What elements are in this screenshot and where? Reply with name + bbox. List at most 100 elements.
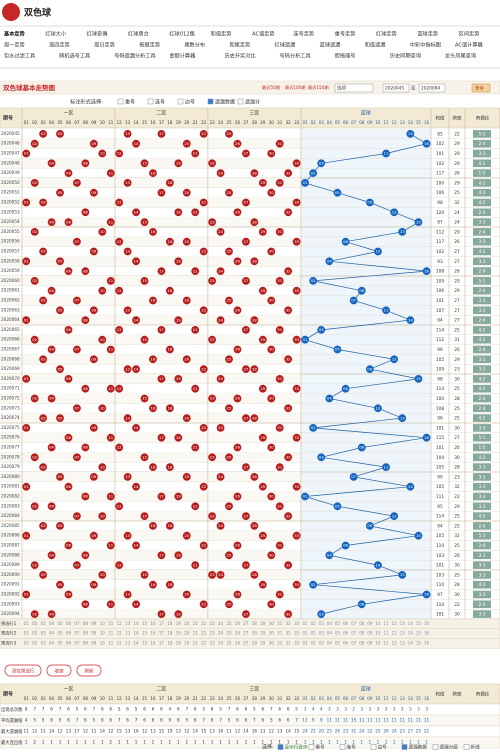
preselect-num[interactable]: 02 [32, 621, 38, 626]
nav-link[interactable]: 红球奇偶 [87, 30, 108, 38]
preselect-num[interactable]: 15 [142, 631, 148, 636]
preselect-num[interactable]: 20 [184, 621, 190, 626]
preselect-num[interactable]: 19 [176, 641, 182, 646]
preselect-num[interactable]: 21 [193, 631, 199, 636]
preselect-num[interactable]: 03 [319, 641, 325, 646]
preselect-num[interactable]: 08 [359, 641, 365, 646]
preselect-num[interactable]: 31 [277, 631, 283, 636]
range-link[interactable]: 最近100期 [285, 84, 306, 91]
preselect-num[interactable]: 22 [201, 621, 207, 626]
preselect-num[interactable]: 11 [108, 641, 114, 646]
nav-link[interactable]: 周日走势 [94, 41, 115, 49]
preselect-num[interactable]: 09 [367, 631, 373, 636]
nav-link[interactable]: 和值走势 [211, 30, 232, 38]
preselect-num[interactable]: 05 [57, 621, 63, 626]
preselect-num[interactable]: 18 [167, 631, 173, 636]
preselect-num[interactable]: 23 [210, 641, 216, 646]
preselect-num[interactable]: 16 [424, 641, 430, 646]
preselect-num[interactable]: 30 [269, 631, 275, 636]
preselect-num[interactable]: 08 [83, 631, 89, 636]
preselect-num[interactable]: 03 [319, 621, 325, 626]
footer-option[interactable]: 遗漏数据 [409, 744, 428, 751]
preselect-num[interactable]: 27 [243, 641, 249, 646]
from-value[interactable]: 2020045 [385, 86, 404, 92]
preselect-num[interactable]: 16 [150, 631, 156, 636]
nav-link[interactable]: 胆拖缩号 [335, 52, 356, 60]
preselect-num[interactable]: 04 [49, 641, 55, 646]
preselect-num[interactable]: 32 [286, 641, 292, 646]
preselect-num[interactable]: 27 [243, 631, 249, 636]
preselect-num[interactable]: 18 [167, 641, 173, 646]
preselect-num[interactable]: 13 [400, 621, 406, 626]
preselect-num[interactable]: 11 [384, 621, 390, 626]
preselect-num[interactable]: 16 [150, 641, 156, 646]
preselect-num[interactable]: 05 [57, 641, 63, 646]
preselect-num[interactable]: 13 [125, 641, 131, 646]
preselect-num[interactable]: 14 [134, 631, 140, 636]
preselect-num[interactable]: 04 [327, 621, 333, 626]
query-label[interactable]: 查询 [475, 85, 484, 92]
nav-link[interactable]: AC值计算器 [455, 41, 484, 49]
button[interactable] [4, 664, 42, 677]
preselect-num[interactable]: 13 [400, 641, 406, 646]
footer-option[interactable]: 显示行提示 [285, 744, 308, 751]
nav-link[interactable]: 号码遗漏分析工具 [114, 52, 156, 60]
nav-link[interactable]: 基本走势 [3, 30, 26, 38]
preselect-num[interactable]: 14 [408, 621, 414, 626]
preselect-num[interactable]: 10 [100, 631, 106, 636]
preselect-num[interactable]: 29 [260, 641, 266, 646]
range-link[interactable]: 最近50期 [262, 84, 280, 91]
preselect-num[interactable]: 17 [159, 621, 165, 626]
preselect-num[interactable]: 01 [303, 621, 309, 626]
preselect-num[interactable]: 05 [335, 641, 341, 646]
preselect-num[interactable]: 12 [392, 631, 398, 636]
preselect-num[interactable]: 01 [24, 641, 30, 646]
preselect-num[interactable]: 07 [74, 641, 80, 646]
footer-option[interactable]: 重号 [316, 744, 326, 751]
to-value[interactable]: 2020094 [421, 86, 440, 92]
preselect-num[interactable]: 03 [319, 631, 325, 636]
nav-link[interactable]: 龙头凤尾查询 [445, 52, 476, 60]
preselect-num[interactable]: 07 [74, 631, 80, 636]
preselect-num[interactable]: 02 [311, 631, 317, 636]
button-label[interactable]: 清空预选行 [12, 667, 35, 674]
preselect-num[interactable]: 29 [260, 621, 266, 626]
preselect-num[interactable]: 05 [335, 631, 341, 636]
preselect-num[interactable]: 07 [351, 631, 357, 636]
preselect-num[interactable]: 03 [41, 621, 47, 626]
preselect-num[interactable]: 26 [235, 641, 241, 646]
preselect-num[interactable]: 02 [32, 631, 38, 636]
preselect-num[interactable]: 06 [343, 641, 349, 646]
preselect-num[interactable]: 11 [384, 631, 390, 636]
nav-link[interactable]: 连号走势 [293, 30, 314, 38]
preselect-num[interactable]: 02 [311, 621, 317, 626]
preselect-num[interactable]: 19 [176, 621, 182, 626]
preselect-num[interactable]: 08 [359, 631, 365, 636]
preselect-num[interactable]: 06 [66, 621, 72, 626]
preselect-num[interactable]: 08 [83, 621, 89, 626]
preselect-num[interactable]: 33 [294, 631, 300, 636]
nav-link[interactable]: 中彩中指标图 [410, 41, 441, 49]
preselect-num[interactable]: 16 [424, 631, 430, 636]
preselect-num[interactable]: 04 [327, 641, 333, 646]
preselect-num[interactable]: 05 [335, 621, 341, 626]
preselect-num[interactable]: 13 [400, 631, 406, 636]
preselect-num[interactable]: 14 [134, 621, 140, 626]
nav-link[interactable]: 重号走势 [335, 30, 356, 38]
preselect-num[interactable]: 26 [235, 631, 241, 636]
nav-link[interactable]: 历史同期查询 [390, 52, 421, 60]
preselect-num[interactable]: 14 [134, 641, 140, 646]
button-label[interactable]: 刷新 [85, 667, 94, 674]
preselect-num[interactable]: 15 [416, 621, 422, 626]
preselect-num[interactable]: 22 [201, 641, 207, 646]
preselect-num[interactable]: 10 [100, 621, 106, 626]
preselect-num[interactable]: 11 [108, 631, 114, 636]
nav-link[interactable]: 周一走势 [4, 41, 25, 49]
footer-option[interactable]: 遗漏分层 [440, 744, 459, 751]
preselect-num[interactable]: 08 [83, 641, 89, 646]
preselect-num[interactable]: 21 [193, 621, 199, 626]
preselect-num[interactable]: 06 [343, 621, 349, 626]
option-label[interactable]: 遗漏数据 [215, 99, 235, 106]
preselect-num[interactable]: 14 [408, 631, 414, 636]
nav-link[interactable]: 红球012路 [169, 30, 195, 38]
